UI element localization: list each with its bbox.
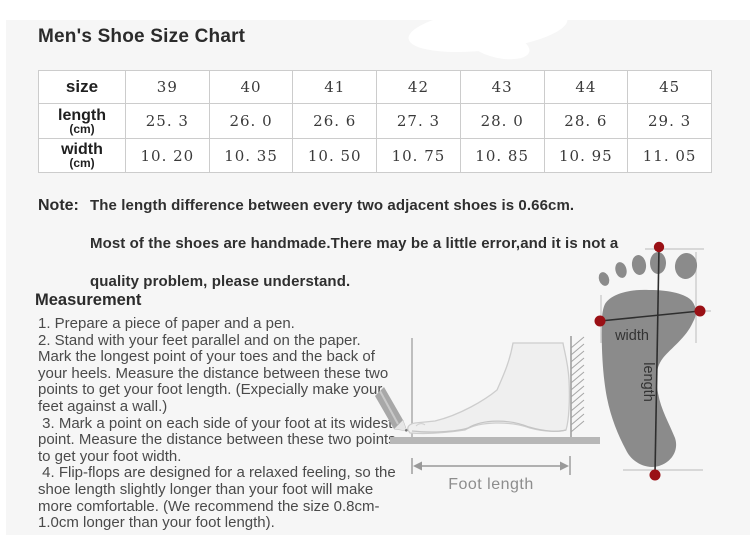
pencil-icon [375, 387, 408, 432]
footprint-outline [601, 289, 696, 467]
size-cell: 45 [627, 70, 712, 104]
measurement-step: 4. Flip-flops are designed for a relaxed… [38, 464, 396, 532]
foot-length-arrow [411, 456, 571, 475]
measurement-steps: 1. Prepare a piece of paper and a pen. 2… [38, 315, 396, 532]
foot-length-diagram: Foot length [375, 336, 600, 493]
width-cell: 10. 95 [543, 138, 629, 173]
note-line: quality problem, please understand. [90, 273, 351, 290]
size-header-cell: size [38, 70, 126, 104]
size-cell: 39 [125, 70, 210, 104]
length-cell: 28. 6 [543, 103, 629, 139]
size-cell: 43 [459, 70, 545, 104]
foot-sole-line [411, 420, 567, 433]
measurement-step: 2. Stand with your feet parallel and on … [38, 331, 389, 415]
size-cell: 42 [376, 70, 461, 104]
length-measure-line [654, 246, 660, 475]
page-title: Men's Shoe Size Chart [38, 26, 246, 47]
length-cell: 29. 3 [627, 103, 712, 139]
size-cell: 41 [292, 70, 378, 104]
foot-length-label: Foot length [448, 476, 534, 493]
note-line: The length difference between every two … [90, 197, 575, 214]
size-cell: 44 [543, 70, 629, 104]
table-row-width: width (cm) 10. 20 10. 35 10. 50 10. 75 1… [38, 138, 712, 173]
row-unit: (cm) [69, 121, 95, 136]
foot-side-outline [407, 342, 571, 435]
toe-line [415, 423, 426, 427]
width-measure-line [599, 310, 701, 322]
wall-hatch [570, 336, 585, 433]
note-line: Most of the shoes are handmade.There may… [90, 235, 619, 252]
table-row-length: length (cm) 25. 3 26. 0 26. 6 27. 3 28. … [38, 103, 712, 139]
note-text: The length difference between every two … [90, 198, 650, 312]
measurement-step: 1. Prepare a piece of paper and a pen. [38, 315, 295, 332]
width-cell: 10. 85 [459, 138, 545, 173]
width-cell: 11. 05 [627, 138, 712, 173]
length-label: length [640, 362, 656, 402]
row-label: width [61, 141, 103, 158]
length-cell: 26. 0 [208, 103, 294, 139]
row-unit: (cm) [69, 156, 95, 170]
width-label: width [614, 328, 649, 344]
marker-dots [594, 241, 706, 481]
length-cell: 26. 6 [292, 103, 378, 139]
footprint-diagram: width length [594, 241, 711, 481]
width-cell: 10. 35 [208, 138, 294, 173]
length-cell: 28. 0 [459, 103, 545, 139]
row-label: length [58, 106, 106, 124]
length-header-cell: length (cm) [38, 103, 126, 139]
measurement-heading: Measurement [35, 291, 142, 309]
footprint-toes [598, 252, 698, 286]
note-label: Note: [38, 197, 79, 214]
measurement-step: 3. Mark a point on each side of your foo… [38, 414, 396, 465]
ground-bar [390, 437, 600, 444]
length-cell: 27. 3 [376, 103, 461, 139]
width-header-cell: width (cm) [38, 138, 126, 173]
length-cell: 25. 3 [125, 103, 210, 139]
size-cell: 40 [208, 70, 294, 104]
width-cell: 10. 75 [376, 138, 461, 173]
size-chart-table: size 39 40 41 42 43 44 45 length (cm) 25… [38, 70, 712, 173]
table-row-sizes: size 39 40 41 42 43 44 45 [38, 70, 712, 104]
width-cell: 10. 20 [125, 138, 210, 173]
width-cell: 10. 50 [292, 138, 378, 173]
